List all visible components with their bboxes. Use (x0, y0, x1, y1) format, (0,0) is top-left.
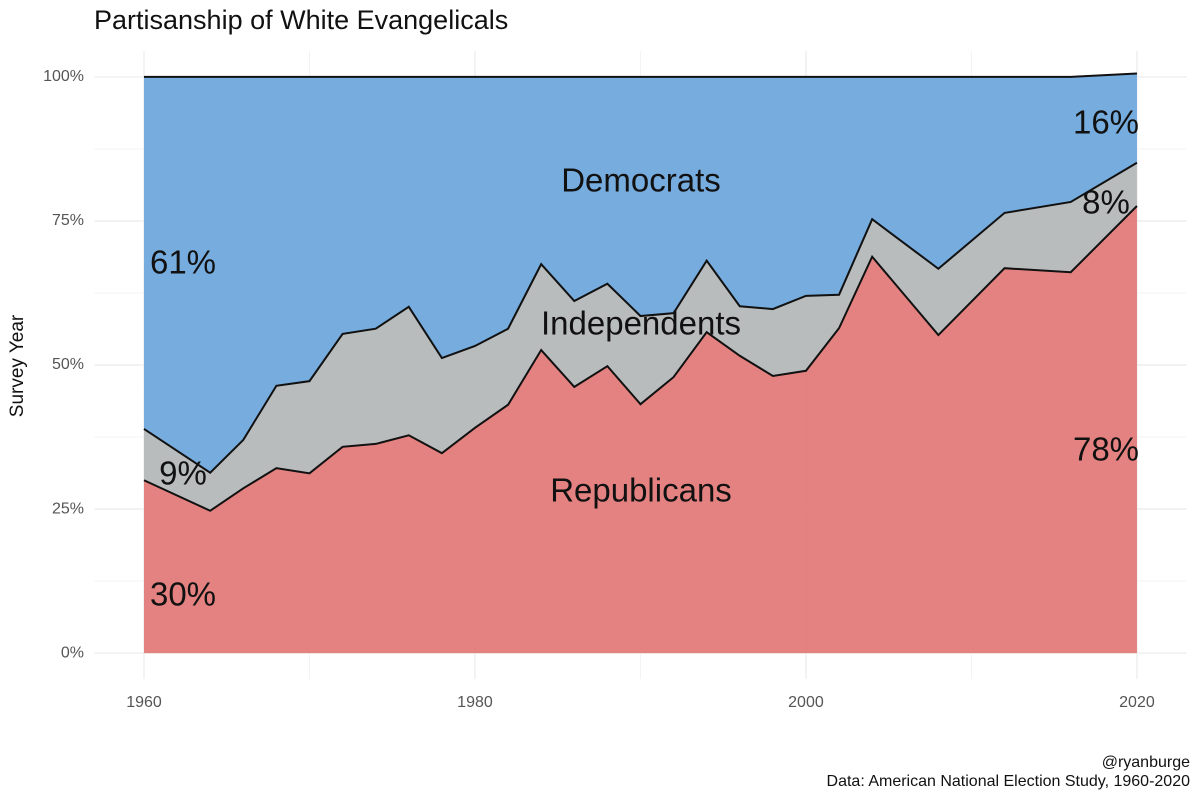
y-tick-label: 50% (52, 356, 84, 373)
area-outline (143, 72, 1138, 78)
series-label: Independents (541, 305, 741, 342)
y-tick-label: 0% (61, 644, 84, 661)
x-tick-label: 2020 (1119, 694, 1155, 711)
area (143, 205, 1137, 654)
x-tick-label: 2000 (788, 694, 824, 711)
y-tick-label: 75% (52, 212, 84, 229)
value-label: 16% (1073, 104, 1139, 141)
value-label: 61% (150, 244, 216, 281)
area-outline (143, 161, 1138, 475)
value-label: 78% (1073, 431, 1139, 468)
value-label: 9% (159, 455, 207, 492)
series-label: Republicans (550, 472, 732, 509)
chart-title: Partisanship of White Evangelicals (94, 5, 508, 35)
caption: @ryanburge (1102, 754, 1190, 771)
y-tick-label: 100% (43, 68, 84, 85)
y-axis-label: Survey Year (7, 314, 28, 417)
x-tick-label: 1960 (126, 694, 162, 711)
area (143, 73, 1137, 473)
value-label: 8% (1082, 184, 1130, 221)
area (143, 162, 1137, 511)
caption: Data: American National Election Study, … (827, 773, 1191, 790)
y-tick-label: 25% (52, 500, 84, 517)
series-label: Democrats (561, 162, 721, 199)
x-tick-label: 1980 (457, 694, 493, 711)
value-label: 30% (150, 576, 216, 613)
area-outline (143, 205, 1138, 512)
